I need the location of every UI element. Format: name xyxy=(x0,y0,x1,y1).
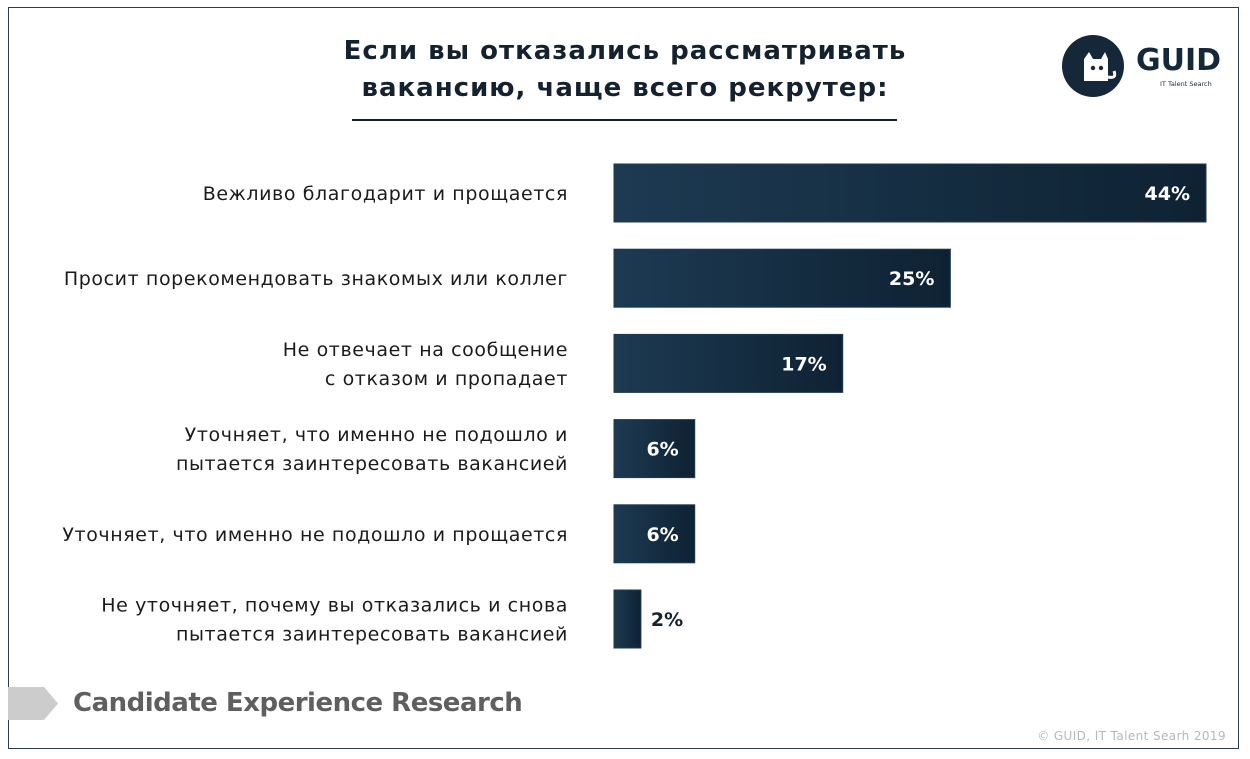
chart-title-line-2: вакансию, чаще всего рекрутер: xyxy=(361,73,889,103)
category-label-line: Не отвечает на сообщение xyxy=(283,339,568,361)
bar-group: 6% Уточняет, что именно не подошло и пытае… xyxy=(176,419,696,479)
footer-arrow-icon xyxy=(8,687,58,720)
bar xyxy=(613,589,642,649)
category-label-line: Вежливо благодарит и прощается xyxy=(203,183,568,205)
bar-group: 25% Просит порекомендовать знакомых или к… xyxy=(64,248,951,308)
bar-group: 6% Уточняет, что именно не подошло и прощ… xyxy=(62,504,696,564)
cat-icon xyxy=(1084,52,1117,81)
category-label: Просит порекомендовать знакомых или колл… xyxy=(64,268,568,290)
category-label: Уточняет, что именно не подошло и прощае… xyxy=(62,524,568,546)
bar xyxy=(613,163,1207,223)
category-label: Вежливо благодарит и прощается xyxy=(203,183,568,205)
bar-group: 17% Не отвечает на сообщение с отказом и п… xyxy=(283,333,844,393)
bar xyxy=(613,333,844,393)
bar-value-label: 6% xyxy=(646,524,678,546)
bar xyxy=(613,504,696,564)
logo-subtitle: IT Talent Search xyxy=(1160,80,1212,88)
logo-wordmark: GUID xyxy=(1136,43,1222,78)
category-label-line: Уточняет, что именно не подошло и прощае… xyxy=(62,524,568,546)
bar xyxy=(613,419,696,479)
bar-value-label: 44% xyxy=(1145,183,1190,205)
title-underline xyxy=(352,119,897,121)
category-label-line: Просит порекомендовать знакомых или колл… xyxy=(64,268,568,290)
bar-value-label: 2% xyxy=(651,609,683,631)
bar-value-label: 17% xyxy=(781,353,826,375)
bar-group: 44% Вежливо благодарит и прощается xyxy=(203,163,1207,223)
category-label: Уточняет, что именно не подошло и пытаетс… xyxy=(176,424,568,475)
footer-title: Candidate Experience Research xyxy=(73,688,523,718)
category-label: Не уточняет, почему вы отказались и снов… xyxy=(101,595,568,646)
bar-group: 2% Не уточняет, почему вы отказались и сн… xyxy=(101,589,683,649)
chart-title-line-1: Если вы отказались рассматривать xyxy=(343,36,907,66)
category-label-line: пытается заинтересовать вакансией xyxy=(176,624,568,646)
copyright-text: © GUID, IT Talent Searh 2019 xyxy=(1037,729,1226,743)
category-label-line: с отказом и пропадает xyxy=(325,368,568,390)
guid-logo: GUID IT Talent Search xyxy=(1060,35,1222,99)
category-label: Не отвечает на сообщение с отказом и проп… xyxy=(283,339,568,390)
category-label-line: Уточняет, что именно не подошло и xyxy=(185,424,568,446)
chart-title: Если вы отказались рассматривать ваканси… xyxy=(300,33,950,107)
bar xyxy=(613,248,951,308)
bar-value-label: 25% xyxy=(889,268,934,290)
logo-circle xyxy=(1062,35,1124,97)
category-label-line: пытается заинтересовать вакансией xyxy=(176,453,568,475)
bar-value-label: 6% xyxy=(646,439,678,461)
category-label-line: Не уточняет, почему вы отказались и снов… xyxy=(101,595,568,617)
